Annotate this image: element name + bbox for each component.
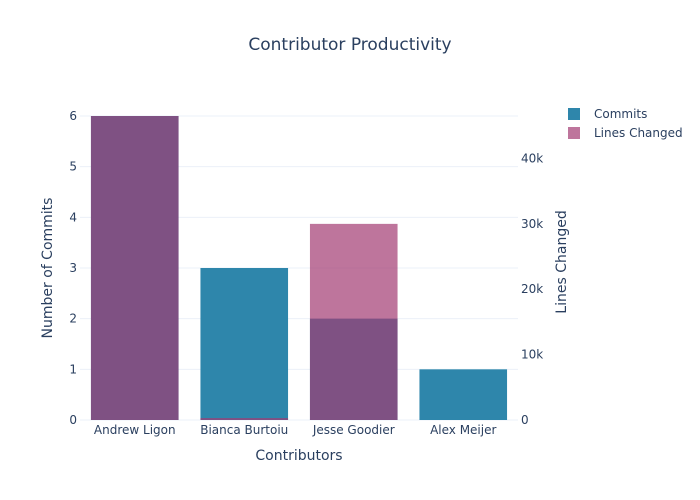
y2-tick-label: 30k bbox=[521, 217, 543, 231]
y2-tick-label: 20k bbox=[521, 282, 543, 296]
y-tick-label: 0 bbox=[69, 413, 77, 427]
y-axis-ticks: 0 1 2 3 4 5 6 bbox=[69, 109, 77, 427]
y2-tick-label: 0 bbox=[521, 413, 529, 427]
y-axis-title: Number of Commits bbox=[40, 198, 56, 339]
bar-lines-changed bbox=[200, 418, 289, 420]
x-tick-label: Bianca Burtoiu bbox=[200, 423, 288, 437]
x-tick-label: Andrew Ligon bbox=[94, 423, 176, 437]
x-axis-title: Contributors bbox=[255, 448, 342, 464]
legend-swatch bbox=[568, 108, 580, 120]
bar-lines-changed bbox=[309, 223, 398, 420]
bars bbox=[90, 116, 508, 420]
y-tick-label: 1 bbox=[69, 362, 77, 376]
x-tick-label: Jesse Goodier bbox=[312, 423, 395, 437]
bar-commits bbox=[200, 268, 289, 420]
y-tick-label: 6 bbox=[69, 109, 77, 123]
bar-lines-changed bbox=[90, 116, 179, 420]
y-tick-label: 3 bbox=[69, 261, 77, 275]
x-tick-label: Alex Meijer bbox=[430, 423, 496, 437]
legend-label: Lines Changed bbox=[594, 126, 683, 140]
legend-swatch bbox=[568, 127, 580, 139]
y2-axis-ticks: 0 10k 20k 30k 40k bbox=[521, 151, 543, 427]
legend-label: Commits bbox=[594, 107, 647, 121]
y-tick-label: 5 bbox=[69, 160, 77, 174]
y2-tick-label: 10k bbox=[521, 348, 543, 362]
chart-title: Contributor Productivity bbox=[248, 35, 451, 55]
y-tick-label: 4 bbox=[69, 210, 77, 224]
y2-axis-title: Lines Changed bbox=[554, 210, 570, 313]
y-tick-label: 2 bbox=[69, 312, 77, 326]
y2-tick-label: 40k bbox=[521, 151, 543, 165]
legend: Commits Lines Changed bbox=[568, 107, 683, 140]
x-axis-ticks: Andrew Ligon Bianca Burtoiu Jesse Goodier A… bbox=[94, 423, 497, 437]
bar-commits bbox=[419, 369, 508, 420]
